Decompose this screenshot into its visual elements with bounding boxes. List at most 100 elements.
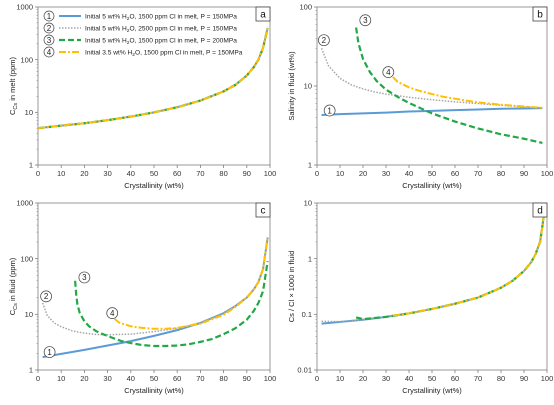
x-tick-label: 60 bbox=[451, 169, 459, 178]
x-tick-label: 60 bbox=[173, 374, 181, 383]
panel-label-box bbox=[255, 6, 271, 22]
x-tick-label: 70 bbox=[196, 374, 204, 383]
x-tick-label: 0 bbox=[315, 169, 319, 178]
legend-marker-circle bbox=[43, 10, 55, 22]
x-tick-label: 10 bbox=[57, 374, 65, 383]
panel-label: a bbox=[260, 10, 266, 21]
y-tick-label: 1000 bbox=[16, 199, 33, 208]
series-line-3 bbox=[355, 27, 543, 145]
y-tick-label: 100 bbox=[20, 254, 33, 263]
legend-entry-label: Initial 5 wt% H2O, 1500 ppm Cl in melt, … bbox=[85, 13, 237, 22]
series-marker-label: 2 bbox=[44, 292, 49, 301]
x-tick-label: 80 bbox=[219, 374, 227, 383]
x-tick-label: 70 bbox=[474, 169, 482, 178]
series-marker-circle bbox=[106, 307, 119, 320]
x-tick-label: 50 bbox=[150, 169, 158, 178]
x-tick-label: 100 bbox=[541, 169, 554, 178]
x-tick-label: 60 bbox=[173, 169, 181, 178]
series-marker-label: 3 bbox=[82, 273, 87, 282]
series-marker-circle bbox=[359, 14, 372, 27]
x-axis-label: Crystallinity (wt%) bbox=[402, 386, 462, 395]
series-marker-circle bbox=[78, 271, 91, 284]
series-marker-circle bbox=[40, 290, 52, 303]
panel-d: 0 10 20 30 40 50 60 70 80 90 100 0.01 0.1 1 10 Crystall… bbox=[287, 199, 553, 395]
x-tick-label: 30 bbox=[103, 374, 111, 383]
x-axis-label: Crystallinity (wt%) bbox=[124, 386, 184, 395]
y-axis-label: Salinity in fluid (wt%) bbox=[287, 51, 296, 121]
x-tick-label: 10 bbox=[336, 374, 344, 383]
x-tick-label: 50 bbox=[428, 169, 436, 178]
series-line-2 bbox=[320, 48, 543, 109]
x-axis-label: Crystallinity (wt%) bbox=[124, 181, 184, 190]
panel-label-box bbox=[255, 202, 271, 218]
panel-label: c bbox=[261, 206, 266, 217]
y-tick-label: 0.1 bbox=[302, 310, 312, 319]
legend-marker-circle bbox=[43, 46, 55, 58]
x-tick-label: 40 bbox=[127, 374, 135, 383]
x-tick-label: 50 bbox=[150, 374, 158, 383]
x-tick-label: 90 bbox=[520, 374, 528, 383]
x-tick-label: 70 bbox=[196, 169, 204, 178]
x-tick-label: 80 bbox=[219, 169, 227, 178]
x-tick-label: 60 bbox=[451, 374, 459, 383]
legend-marker-label: 3 bbox=[47, 36, 52, 45]
panel-label: d bbox=[537, 206, 543, 217]
y-axis-label: CCs in fluid (ppm) bbox=[8, 257, 19, 315]
panel-label-box bbox=[532, 6, 548, 22]
legend-marker-circle bbox=[43, 22, 55, 34]
y-tick-label: 100 bbox=[20, 55, 33, 64]
x-tick-label: 30 bbox=[382, 374, 390, 383]
x-tick-label: 10 bbox=[336, 169, 344, 178]
series-line-1 bbox=[321, 209, 546, 325]
x-tick-label: 90 bbox=[520, 169, 528, 178]
panel-b: 0 10 20 30 40 50 60 70 80 90 100110100Crystallinit… bbox=[287, 3, 553, 190]
series-marker-label: 1 bbox=[47, 348, 52, 357]
y-axis-label: CCs in melt (ppm) bbox=[8, 56, 19, 115]
legend-entry-label: Initial 5 wt% H2O, 1500 ppm Cl in melt, … bbox=[85, 37, 237, 46]
x-tick-label: 20 bbox=[80, 374, 88, 383]
series-line-3 bbox=[74, 261, 269, 348]
series-marker-circle bbox=[382, 66, 395, 78]
panel-a: 0 10 20 30 40 50 60 70 80 90 1001101001000Crystall… bbox=[8, 3, 276, 190]
x-tick-label: 0 bbox=[36, 374, 40, 383]
y-tick-label: 1000 bbox=[16, 3, 33, 12]
series-line-3 bbox=[355, 209, 546, 321]
x-tick-label: 100 bbox=[264, 169, 277, 178]
plot-frame bbox=[316, 202, 548, 371]
series-line-4 bbox=[37, 27, 269, 130]
series-line-4 bbox=[392, 209, 546, 317]
x-tick-label: 40 bbox=[405, 169, 413, 178]
legend-entry-label: Initial 5 wt% H2O, 2500 ppm Cl in melt, … bbox=[85, 25, 237, 34]
y-axis-label: Cs / Cl × 1000 in fluid bbox=[287, 251, 296, 323]
y-tick-label: 10 bbox=[304, 82, 312, 91]
panel-c: 0 10 20 30 40 50 60 70 80 90 1001101001000Crystall… bbox=[8, 199, 276, 395]
x-tick-label: 40 bbox=[127, 169, 135, 178]
series-line-2 bbox=[321, 209, 546, 323]
series-line-1 bbox=[42, 237, 269, 359]
x-tick-label: 100 bbox=[264, 374, 277, 383]
x-tick-label: 30 bbox=[103, 169, 111, 178]
x-tick-label: 100 bbox=[541, 374, 554, 383]
plot-frame bbox=[316, 6, 548, 166]
series-marker-circle bbox=[43, 346, 56, 358]
x-tick-label: 80 bbox=[497, 169, 505, 178]
series-marker-label: 4 bbox=[386, 68, 391, 77]
series-line-4 bbox=[113, 237, 269, 330]
y-tick-label: 1 bbox=[29, 161, 33, 170]
x-tick-label: 20 bbox=[359, 374, 367, 383]
y-tick-label: 10 bbox=[304, 199, 312, 208]
legend-marker-label: 2 bbox=[47, 24, 52, 33]
y-tick-label: 10 bbox=[25, 310, 33, 319]
legend-entry-label: Initial 3.5 wt% H2O, 1500 ppm Cl in melt… bbox=[85, 49, 243, 58]
series-marker-circle bbox=[318, 34, 330, 47]
y-tick-label: 1 bbox=[308, 161, 312, 170]
series-line-4 bbox=[392, 76, 543, 109]
series-marker-label: 2 bbox=[322, 36, 327, 45]
y-tick-label: 0.01 bbox=[297, 366, 312, 375]
x-tick-label: 0 bbox=[36, 169, 40, 178]
x-tick-label: 90 bbox=[243, 169, 251, 178]
x-axis-label: Crystallinity (wt%) bbox=[402, 181, 462, 190]
legend-marker-label: 1 bbox=[47, 12, 52, 21]
x-tick-label: 30 bbox=[382, 169, 390, 178]
